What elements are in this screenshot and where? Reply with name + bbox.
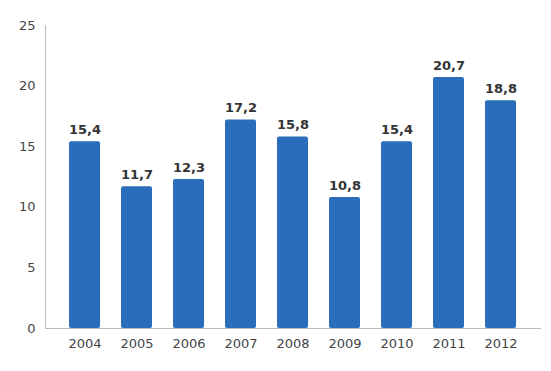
svg-text:2008: 2008: [276, 336, 309, 351]
svg-text:11,7: 11,7: [121, 167, 153, 182]
svg-text:2010: 2010: [380, 336, 413, 351]
svg-text:25: 25: [19, 18, 36, 33]
svg-text:20,7: 20,7: [433, 58, 465, 73]
svg-text:2007: 2007: [224, 336, 257, 351]
svg-text:10,8: 10,8: [329, 178, 361, 193]
svg-text:12,3: 12,3: [173, 160, 205, 175]
svg-text:5: 5: [27, 260, 35, 275]
svg-text:15,8: 15,8: [277, 117, 309, 132]
svg-text:2009: 2009: [328, 336, 361, 351]
svg-text:0: 0: [27, 321, 35, 336]
svg-text:20: 20: [19, 78, 36, 93]
svg-text:2012: 2012: [484, 336, 517, 351]
svg-text:15,4: 15,4: [381, 122, 413, 137]
svg-text:2006: 2006: [172, 336, 205, 351]
svg-text:2005: 2005: [120, 336, 153, 351]
svg-text:17,2: 17,2: [225, 100, 257, 115]
svg-text:15,4: 15,4: [69, 122, 101, 137]
svg-text:18,8: 18,8: [485, 81, 517, 96]
svg-text:10: 10: [19, 199, 36, 214]
svg-text:2004: 2004: [68, 336, 101, 351]
svg-text:15: 15: [19, 139, 36, 154]
svg-text:2011: 2011: [432, 336, 465, 351]
